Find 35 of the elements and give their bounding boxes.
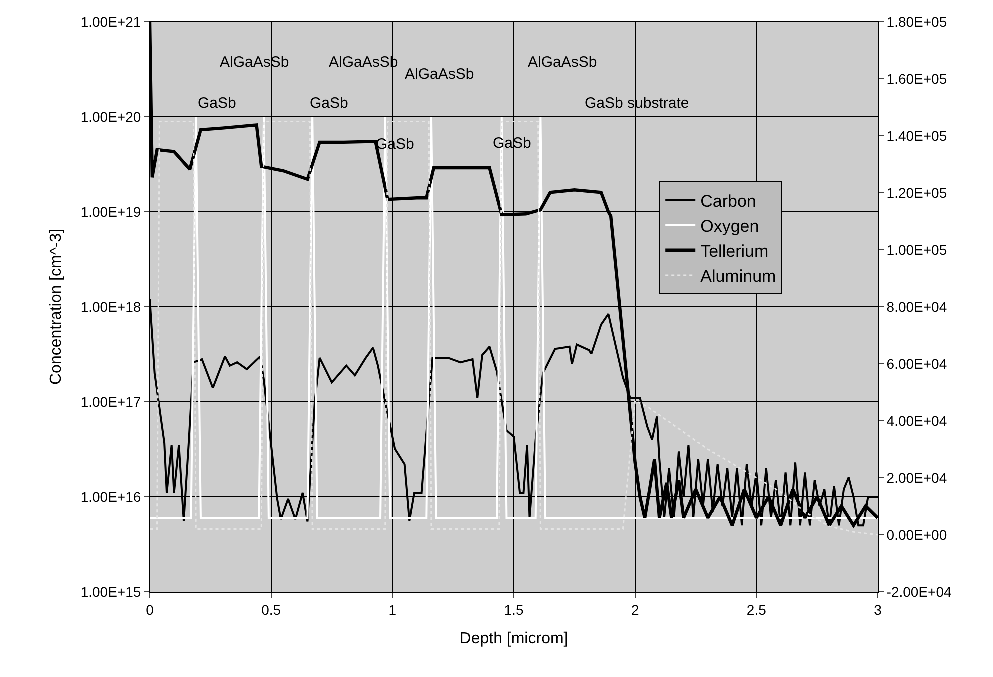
x-tick-label: 2: [631, 602, 640, 618]
legend-label: Carbon: [700, 192, 756, 211]
y-tick-label: 1.00E+15: [80, 584, 142, 600]
legend-label: Aluminum: [700, 267, 776, 286]
y-tick-label: 1.00E+21: [80, 14, 142, 30]
x-tick-label: 1.5: [504, 602, 524, 618]
y-tick-label: 1.00E+19: [80, 204, 142, 220]
legend-label: Oxygen: [700, 216, 760, 236]
y2-tick-label: 8.00E+04: [886, 298, 948, 315]
y-tick-label: 1.00E+16: [80, 488, 142, 505]
legend-label: Tellerium: [700, 242, 769, 261]
x-tick-label: 0: [146, 602, 154, 618]
y2-tick-label: 6.00E+04: [886, 356, 948, 372]
y2-tick-label: 1.80E+05: [886, 14, 948, 30]
y2-tick-label: 4.00E+04: [886, 412, 948, 429]
x-tick-label: 3: [874, 602, 882, 618]
x-tick-label: 0.5: [262, 602, 282, 618]
y2-tick-label: 0.00E+00: [886, 526, 948, 543]
y-tick-label: 1.00E+17: [80, 394, 142, 410]
annotation: AlGaAsSb: [405, 66, 474, 83]
x-tick-label: 2.5: [746, 602, 767, 618]
y2-tick-label: -2.00E+04: [886, 584, 952, 600]
annotation: GaSb: [310, 95, 348, 112]
x-axis-title: Depth [microm]: [460, 630, 568, 648]
y2-tick-label: 1.60E+05: [886, 70, 948, 87]
x-tick-label: 1: [388, 602, 397, 618]
y2-tick-label: 2.00E+04: [886, 470, 948, 486]
y-tick-label: 1.00E+20: [80, 108, 142, 125]
y-axis-title: Concentration [cm^-3]: [48, 228, 65, 386]
annotation: GaSb: [198, 95, 236, 112]
y2-tick-label: 1.20E+05: [886, 184, 948, 201]
y2-tick-label: 1.40E+05: [886, 128, 948, 144]
y2-tick-label: 1.00E+05: [886, 242, 948, 258]
y-tick-label: 1.00E+18: [80, 298, 142, 315]
annotation: AlGaAsSb: [528, 54, 598, 71]
